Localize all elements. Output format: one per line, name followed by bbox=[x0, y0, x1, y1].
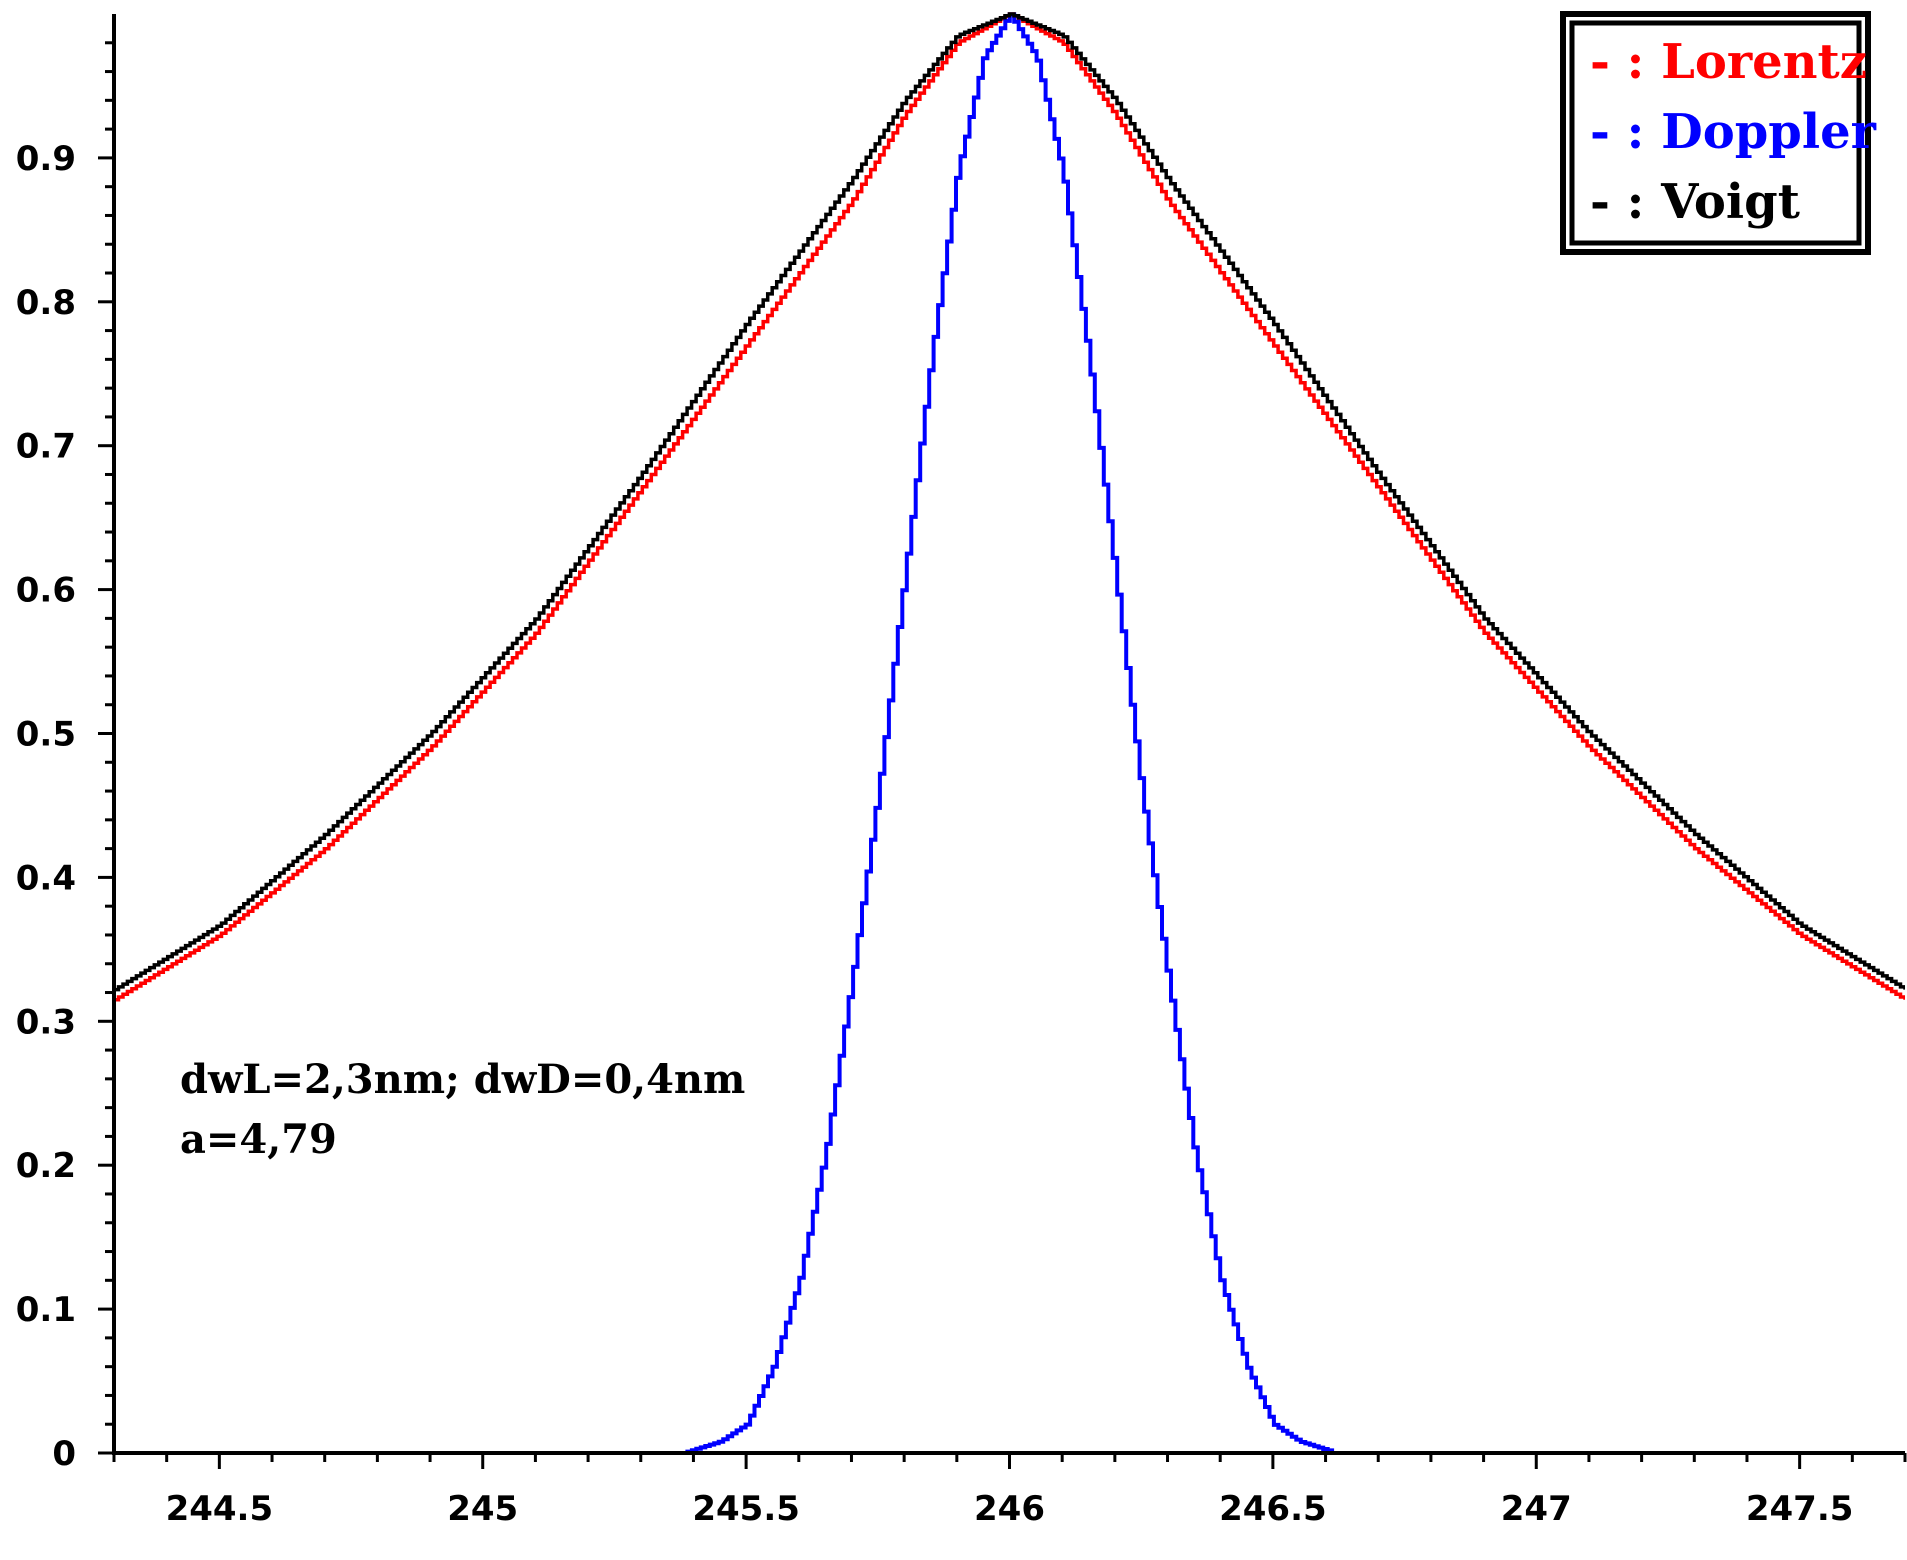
y-tick-label: 0 bbox=[52, 1434, 76, 1474]
y-tick-label: 0.8 bbox=[16, 283, 76, 323]
y-tick-label: 0.1 bbox=[16, 1290, 76, 1330]
y-tick-label: 0.7 bbox=[16, 427, 76, 467]
legend-inner-border bbox=[1569, 20, 1862, 246]
annotation-line-2: a=4,79 bbox=[180, 1116, 337, 1163]
x-tick-label: 245.5 bbox=[692, 1489, 800, 1529]
annotation-line-1: dwL=2,3nm; dwD=0,4nm bbox=[180, 1056, 745, 1103]
axes: 0 0.1 0.2 0.3 0.4 0.5 0.6 0.7 0.8 0.9 244.5 245 245.… bbox=[16, 14, 1907, 1529]
y-tick-label: 0.9 bbox=[16, 139, 76, 179]
legend-item-doppler: - : Doppler bbox=[1590, 104, 1877, 160]
x-tick-label: 245 bbox=[447, 1489, 518, 1529]
x-tick-label: 244.5 bbox=[166, 1489, 274, 1529]
y-tick-label: 0.5 bbox=[16, 715, 76, 755]
legend: - : Lorentz - : Doppler - : Voigt bbox=[1560, 11, 1877, 255]
x-tick-label: 247.5 bbox=[1746, 1489, 1854, 1529]
y-tick-label: 0.3 bbox=[16, 1002, 76, 1042]
y-tick-label: 0.2 bbox=[16, 1146, 76, 1186]
series-line-voigt bbox=[114, 12, 1905, 992]
x-tick-label: 247 bbox=[1501, 1489, 1572, 1529]
x-tick-label: 246.5 bbox=[1219, 1489, 1327, 1529]
legend-item-lorentz: - : Lorentz bbox=[1590, 34, 1867, 90]
legend-box bbox=[1560, 11, 1871, 255]
y-tick-label: 0.4 bbox=[16, 858, 76, 898]
y-tick-label: 0.6 bbox=[16, 571, 76, 611]
series-line-doppler bbox=[682, 12, 1335, 1453]
annotations: dwL=2,3nm; dwD=0,4nm a=4,79 bbox=[180, 1056, 745, 1163]
legend-item-voigt: - : Voigt bbox=[1590, 174, 1800, 230]
plot-area bbox=[114, 12, 1905, 1453]
x-tick-label: 246 bbox=[974, 1489, 1045, 1529]
